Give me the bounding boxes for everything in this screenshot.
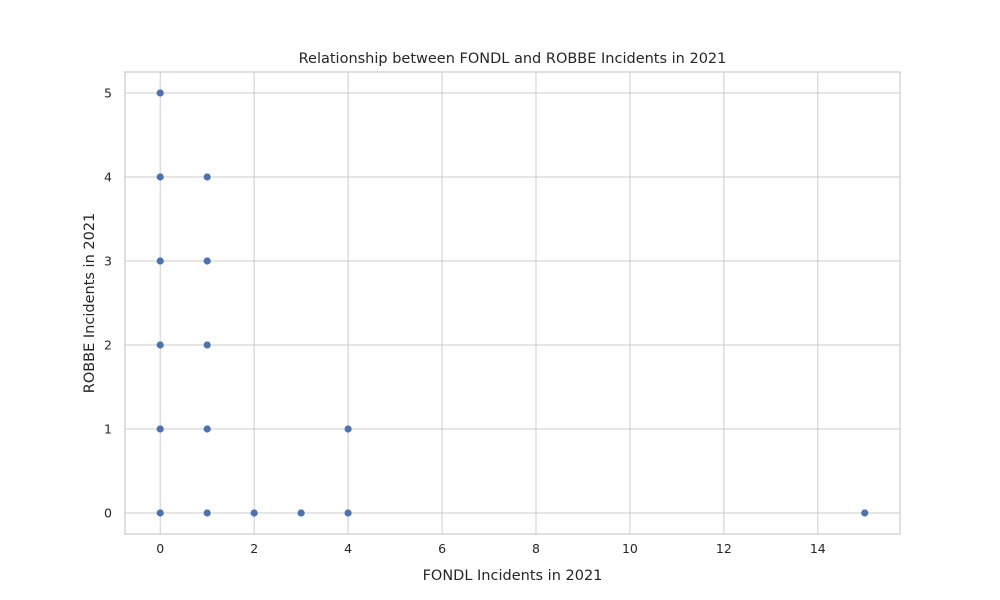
grid-lines: [125, 72, 900, 534]
data-point: [156, 425, 164, 433]
data-point: [203, 341, 211, 349]
x-tick-label: 12: [716, 541, 732, 556]
y-tick-label: 3: [104, 254, 112, 269]
y-tick-labels: 0 1 2 3 4 5: [104, 86, 112, 521]
data-point: [861, 509, 869, 517]
x-tick-label: 2: [250, 541, 258, 556]
y-axis-label: ROBBE Incidents in 2021: [82, 213, 98, 394]
data-points: [156, 89, 869, 517]
x-tick-label: 8: [532, 541, 540, 556]
data-point: [203, 425, 211, 433]
data-point: [156, 341, 164, 349]
data-point: [156, 89, 164, 97]
data-point: [156, 173, 164, 181]
data-point: [250, 509, 258, 517]
y-tick-label: 0: [104, 506, 112, 521]
data-point: [344, 425, 352, 433]
y-tick-label: 5: [104, 86, 112, 101]
data-point: [203, 173, 211, 181]
x-tick-label: 0: [156, 541, 164, 556]
x-tick-label: 6: [438, 541, 446, 556]
x-tick-label: 4: [344, 541, 352, 556]
y-tick-label: 2: [104, 338, 112, 353]
x-tick-label: 10: [622, 541, 638, 556]
data-point: [203, 257, 211, 265]
x-tick-label: 14: [810, 541, 826, 556]
y-tick-label: 4: [104, 170, 112, 185]
x-tick-labels: 0 2 4 6 8 10 12 14: [156, 541, 826, 556]
data-point: [203, 509, 211, 517]
data-point: [156, 509, 164, 517]
y-tick-label: 1: [104, 422, 112, 437]
chart-title: Relationship between FONDL and ROBBE Inc…: [299, 51, 727, 67]
data-point: [156, 257, 164, 265]
data-point: [297, 509, 305, 517]
x-axis-label: FONDL Incidents in 2021: [423, 568, 603, 584]
data-point: [344, 509, 352, 517]
plot-frame: [124, 71, 901, 535]
